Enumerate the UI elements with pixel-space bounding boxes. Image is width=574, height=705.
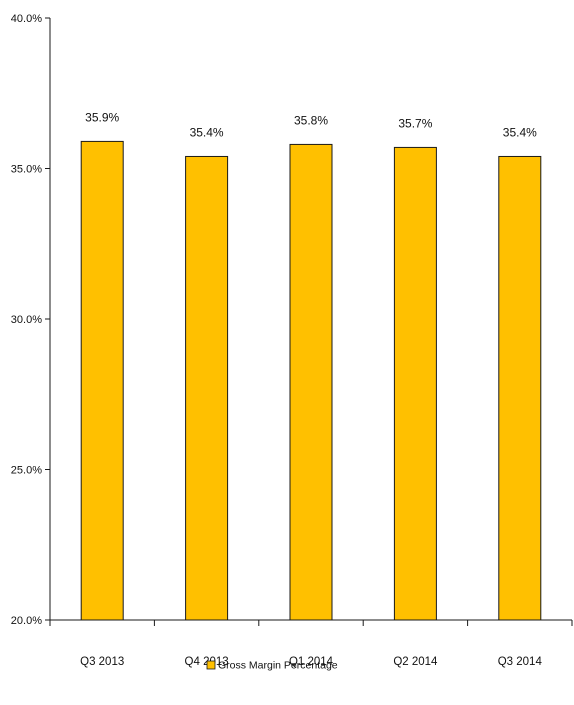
bar bbox=[393, 146, 437, 621]
bar bbox=[80, 140, 124, 621]
legend-label: Gross Margin Percentage bbox=[218, 660, 338, 672]
y-tick-label: 30.0% bbox=[11, 314, 42, 326]
bar-value-label: 35.7% bbox=[398, 116, 432, 130]
legend-swatch bbox=[206, 660, 216, 670]
x-category-label: Q2 2014 bbox=[393, 656, 438, 668]
y-tick-label: 25.0% bbox=[11, 465, 42, 477]
bar-value-label: 35.8% bbox=[294, 113, 328, 127]
bar bbox=[498, 155, 542, 621]
data-labels: 35.9% 35.4% 35.8% 35.7% 35.4% bbox=[85, 110, 537, 139]
x-category-label: Q1 2014 bbox=[289, 656, 334, 668]
bar-series bbox=[80, 140, 542, 621]
x-category-label: Q3 2013 bbox=[80, 656, 124, 668]
bar bbox=[185, 155, 229, 621]
bar-value-label: 35.4% bbox=[503, 125, 537, 139]
bar-value-label: 35.9% bbox=[85, 110, 119, 124]
y-axis-ticks: 20.0% 25.0% 30.0% 35.0% 40.0% bbox=[11, 13, 50, 627]
bar-value-label: 35.4% bbox=[190, 125, 224, 139]
legend: Gross Margin Percentage bbox=[206, 660, 338, 672]
y-tick-label: 40.0% bbox=[11, 13, 42, 25]
y-tick-label: 20.0% bbox=[11, 615, 42, 627]
bar bbox=[289, 143, 333, 621]
y-tick-label: 35.0% bbox=[11, 164, 42, 176]
x-category-label: Q3 2014 bbox=[498, 656, 543, 668]
